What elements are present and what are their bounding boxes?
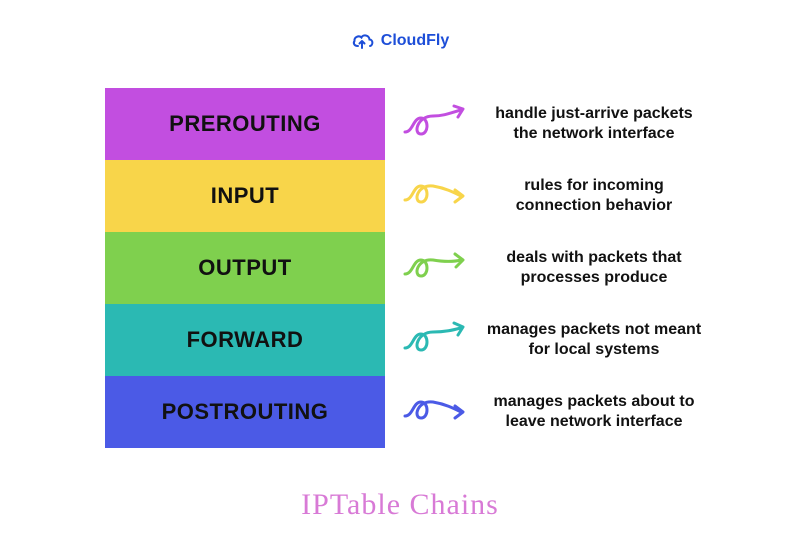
chain-forward: FORWARD [105,304,385,376]
arrow-column [395,88,475,448]
logo: CloudFly [0,32,800,50]
page-title: IPTable Chains [0,488,800,522]
chain-description: deals with packets that processes produc… [480,232,708,304]
logo-text: CloudFly [381,32,449,50]
chain-description: manages packets about to leave network i… [480,376,708,448]
chain-description: handle just-arrive packets the network i… [480,88,708,160]
chain-description: rules for incoming connection behavior [480,160,708,232]
chain-label: PREROUTING [169,111,321,137]
chain-label: POSTROUTING [162,399,329,425]
description-column: handle just-arrive packets the network i… [480,88,708,448]
chain-label: FORWARD [187,327,304,353]
chain-label: INPUT [211,183,280,209]
chain-input: INPUT [105,160,385,232]
chain-output: OUTPUT [105,232,385,304]
chain-label: OUTPUT [198,255,291,281]
arrow-icon [395,232,475,304]
arrow-icon [395,376,475,448]
chain-list: PREROUTING INPUT OUTPUT FORWARD POSTROUT… [105,88,385,448]
chain-postrouting: POSTROUTING [105,376,385,448]
arrow-icon [395,304,475,376]
chain-description: manages packets not meant for local syst… [480,304,708,376]
arrow-icon [395,88,475,160]
chain-prerouting: PREROUTING [105,88,385,160]
arrow-icon [395,160,475,232]
cloud-icon [351,32,375,50]
